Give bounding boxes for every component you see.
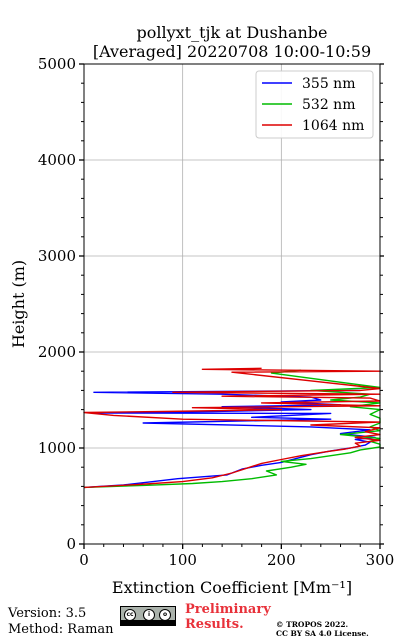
y-tick-label: 2000 (38, 343, 76, 361)
copyright-line2: CC BY SA 4.0 License. (276, 629, 369, 638)
x-tick-label: 100 (168, 551, 197, 569)
y-tick-label: 1000 (38, 439, 76, 457)
y-tick-label: 4000 (38, 151, 76, 169)
copyright-line1: © TROPOS 2022. (276, 620, 349, 629)
cc-by-sa-badge-icon: cc i o (120, 606, 176, 626)
preliminary-results-line2: Results. (185, 617, 244, 632)
y-tick-label: 3000 (38, 247, 76, 265)
legend-label: 355 nm (302, 76, 355, 92)
y-tick-label: 0 (66, 535, 76, 553)
preliminary-results-line1: Preliminary (185, 602, 271, 617)
method-text: Method: Raman (8, 622, 114, 637)
legend-label: 532 nm (302, 97, 355, 113)
y-axis-label: Height (m) (9, 260, 28, 348)
x-axis-label: Extinction Coefficient [Mm⁻¹] (112, 578, 352, 597)
x-tick-label: 200 (267, 551, 296, 569)
chart-svg: pollyxt_tjk at Dushanbe [Averaged] 20220… (9, 23, 395, 597)
version-text: Version: 3.5 (8, 606, 87, 621)
chart-title: pollyxt_tjk at Dushanbe (136, 23, 327, 42)
chart-subtitle: [Averaged] 20220708 10:00-10:59 (93, 42, 371, 61)
grid-lines (84, 64, 380, 544)
series-layer (83, 367, 381, 489)
legend-box (255, 70, 374, 139)
legend-label: 1064 nm (302, 118, 364, 134)
legend: 355 nm 532 nm 1064 nm (255, 70, 374, 139)
plot-frame (83, 63, 381, 545)
x-tick-label: 300 (366, 551, 395, 569)
x-tick-label: 0 (79, 551, 89, 569)
y-tick-label: 5000 (38, 55, 76, 73)
